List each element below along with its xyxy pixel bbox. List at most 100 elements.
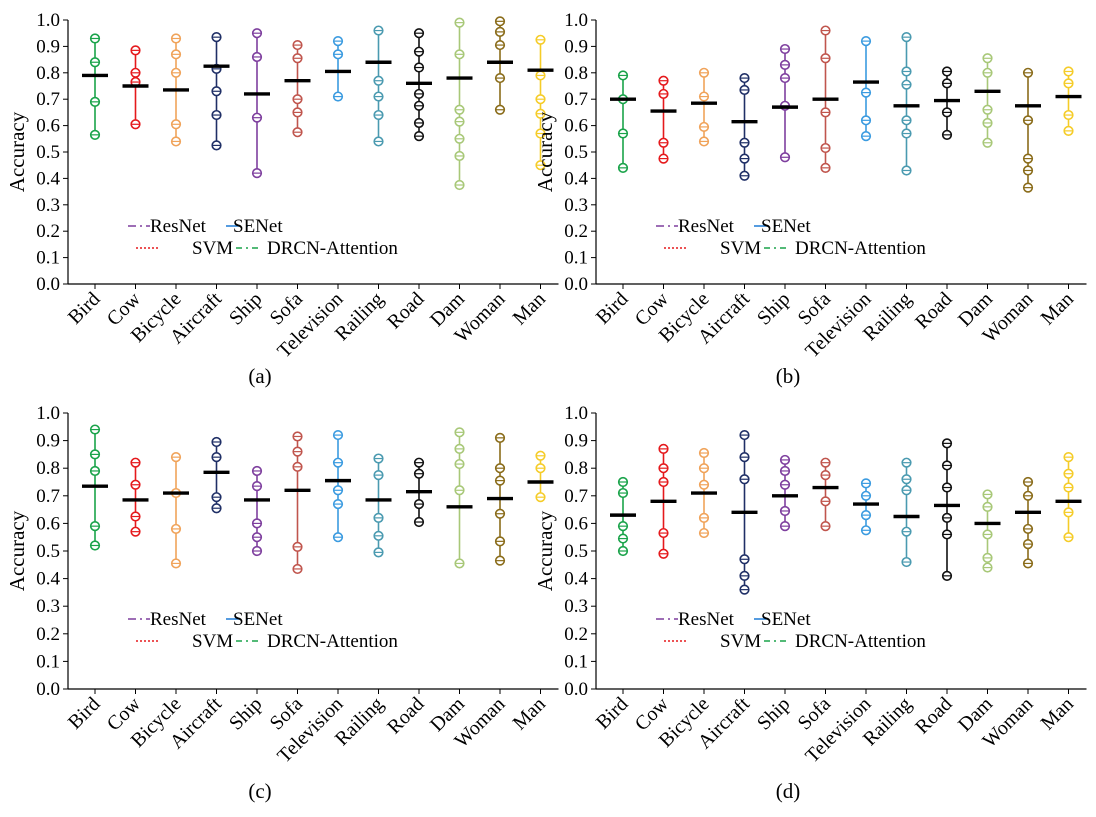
series-sofa xyxy=(812,25,839,173)
y-tick-label: 0.7 xyxy=(564,89,588,110)
x-tick-label: Bird xyxy=(64,693,105,734)
y-tick-label: 0.9 xyxy=(564,431,588,452)
y-tick-label: 0.3 xyxy=(564,596,588,617)
series-road xyxy=(406,28,432,142)
series-bird xyxy=(610,70,636,173)
series-woman xyxy=(1015,476,1041,569)
y-tick-label: 0.0 xyxy=(564,679,588,700)
y-axis-label: Accuracy xyxy=(533,510,557,591)
series-man xyxy=(527,450,554,503)
series-sofa xyxy=(812,457,839,532)
y-tick-label: 0.0 xyxy=(36,679,60,700)
y-tick-label: 0.3 xyxy=(564,195,588,216)
y-tick-label: 0.6 xyxy=(564,116,588,137)
x-tick-label: Road xyxy=(383,693,428,738)
y-tick-label: 0.7 xyxy=(36,486,60,507)
series-aircraft xyxy=(203,436,230,514)
y-tick-label: 0.9 xyxy=(564,36,588,57)
x-tick-label: Road xyxy=(911,288,956,333)
y-tick-label: 0.1 xyxy=(564,248,588,269)
series-railing xyxy=(893,32,920,176)
series-bird xyxy=(82,33,108,140)
x-tick-label: Road xyxy=(911,693,956,738)
legend-label: SENet xyxy=(233,609,283,630)
series-road xyxy=(406,457,432,528)
y-tick-label: 0.2 xyxy=(564,221,588,242)
series-ship xyxy=(772,43,798,163)
y-tick-label: 0.5 xyxy=(564,541,588,562)
y-tick-label: 0.4 xyxy=(564,569,588,590)
series-bicycle xyxy=(691,447,717,539)
y-tick-label: 0.8 xyxy=(36,458,60,479)
series-railing xyxy=(365,453,392,558)
series-ship xyxy=(772,454,798,532)
x-tick-label: Man xyxy=(509,693,550,734)
series-cow xyxy=(650,75,677,164)
x-tick-label: Man xyxy=(1037,693,1078,734)
legend-label: SENet xyxy=(233,216,283,237)
series-man xyxy=(1055,66,1082,136)
legend-label: SENet xyxy=(761,609,811,630)
y-tick-label: 0.0 xyxy=(564,274,588,295)
legend-label: ResNet xyxy=(150,216,207,237)
y-tick-label: 0.8 xyxy=(564,63,588,84)
x-tick-label: Ship xyxy=(753,693,794,734)
series-television xyxy=(325,429,351,543)
series-television xyxy=(325,36,351,102)
series-cow xyxy=(650,443,677,559)
series-aircraft xyxy=(203,32,230,151)
series-sofa xyxy=(284,39,311,138)
panel-label: (b) xyxy=(776,364,801,388)
y-tick-label: 0.8 xyxy=(36,63,60,84)
y-tick-label: 0.0 xyxy=(36,274,60,295)
series-man xyxy=(1055,452,1082,543)
y-tick-label: 0.4 xyxy=(36,569,60,590)
x-tick-label: Bird xyxy=(592,693,633,734)
y-axis-label: Accuracy xyxy=(533,111,557,192)
x-tick-label: Ship xyxy=(225,288,266,329)
y-tick-label: 0.7 xyxy=(36,89,60,110)
x-tick-label: Ship xyxy=(225,693,266,734)
x-tick-label: Man xyxy=(509,288,550,329)
panel-label: (a) xyxy=(248,364,271,388)
y-tick-label: 0.4 xyxy=(564,168,588,189)
y-axis-label: Accuracy xyxy=(5,510,29,591)
y-tick-label: 0.1 xyxy=(36,651,60,672)
y-tick-label: 0.9 xyxy=(36,36,60,57)
y-tick-label: 1.0 xyxy=(36,403,60,424)
legend-label: ResNet xyxy=(150,609,207,630)
y-tick-label: 0.5 xyxy=(36,541,60,562)
y-tick-label: 0.5 xyxy=(564,142,588,163)
y-tick-label: 0.2 xyxy=(36,624,60,645)
y-tick-label: 0.7 xyxy=(564,486,588,507)
legend-label: DRCN-Attention xyxy=(795,238,926,259)
panel-label: (c) xyxy=(248,779,271,803)
y-tick-label: 0.1 xyxy=(564,651,588,672)
x-tick-label: Bird xyxy=(64,288,105,329)
series-bicycle xyxy=(691,67,717,147)
series-railing xyxy=(365,25,392,147)
y-tick-label: 0.9 xyxy=(36,431,60,452)
series-dam xyxy=(446,427,473,569)
series-bicycle xyxy=(163,33,189,147)
series-sofa xyxy=(284,431,311,575)
series-cow xyxy=(122,45,149,130)
y-tick-label: 0.6 xyxy=(36,513,60,534)
series-aircraft xyxy=(731,429,758,595)
series-dam xyxy=(974,53,1001,148)
y-axis-label: Accuracy xyxy=(5,111,29,192)
chart-panel-c: 0.0 0.1 0.2 0.3 0.4 0.5 0.6 0.7 0.8 0.9 1.0 Accurac… xyxy=(5,403,559,803)
series-television xyxy=(853,36,879,142)
y-tick-label: 0.3 xyxy=(36,596,60,617)
y-tick-label: 0.6 xyxy=(36,116,60,137)
series-television xyxy=(853,478,879,536)
y-tick-label: 0.1 xyxy=(36,248,60,269)
series-aircraft xyxy=(731,72,758,181)
chart-panel-d: 0.0 0.1 0.2 0.3 0.4 0.5 0.6 0.7 0.8 0.9 1.0 Accurac… xyxy=(533,403,1087,803)
chart-panel-b: 0.0 0.1 0.2 0.3 0.4 0.5 0.6 0.7 0.8 0.9 1.0 Accurac… xyxy=(533,10,1087,388)
